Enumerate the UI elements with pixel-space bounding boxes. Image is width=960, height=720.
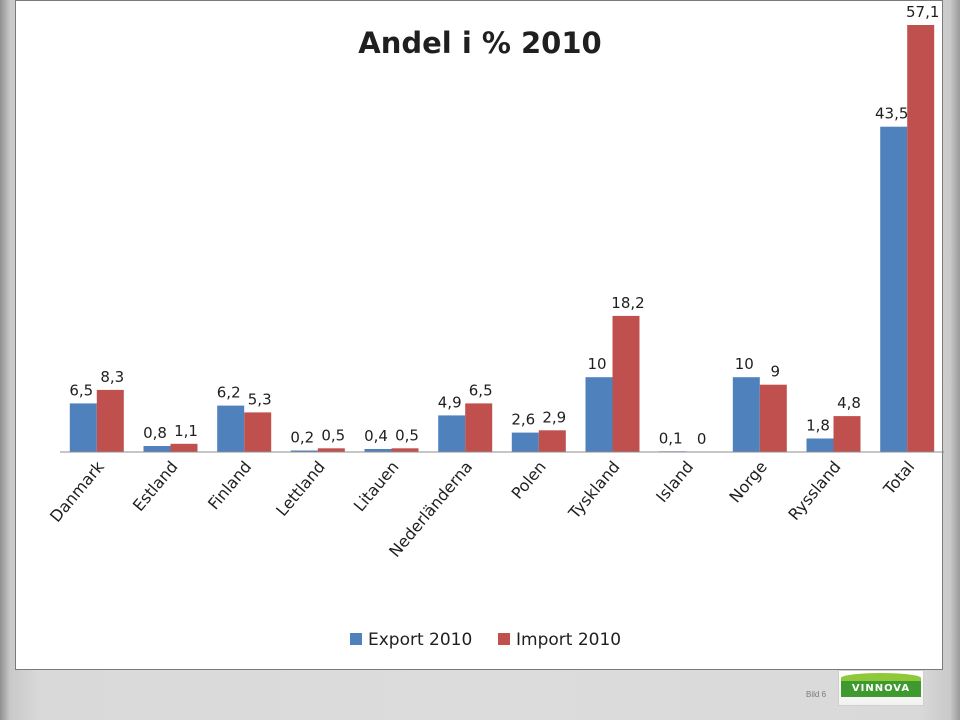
data-label-export-tyskland: 10 [587, 355, 606, 373]
data-label-import-total: 57,1 [906, 3, 939, 21]
bar-export-lettland [290, 450, 318, 452]
slide-number: Bild 6 [806, 690, 827, 699]
bar-import-polen [538, 430, 566, 452]
value-labels-group: 6,5 8,3 0,8 1,1 6,2 5,3 0,2 0,5 0,4 0,5 4,9 6,5 2,6 2… [69, 3, 939, 448]
x-tick-label-finland: Finland [204, 457, 255, 513]
data-label-import-nederlanderna: 6,5 [469, 381, 493, 399]
bar-export-danmark [69, 403, 97, 452]
x-tick-label-total: Total [879, 457, 918, 499]
x-tick-label-norge: Norge [725, 457, 770, 506]
legend-label-export: Export 2010 [368, 630, 472, 650]
data-label-export-polen: 2,6 [511, 411, 535, 429]
logo-text: VINNOVA [841, 681, 921, 697]
data-label-export-danmark: 6,5 [69, 381, 93, 399]
bar-import-nederlanderna [465, 403, 493, 452]
data-label-import-tyskland: 18,2 [611, 294, 644, 312]
data-label-import-finland: 5,3 [248, 390, 272, 408]
data-label-import-danmark: 8,3 [100, 368, 124, 386]
bar-import-finland [244, 412, 272, 452]
bar-export-total [880, 126, 908, 452]
bar-import-norge [759, 384, 787, 452]
data-label-export-finland: 6,2 [217, 384, 241, 402]
bar-export-estland [143, 446, 171, 452]
bar-import-tyskland [612, 315, 640, 452]
x-tick-label-danmark: Danmark [46, 457, 108, 526]
bar-chart: Andel i % 2010 6,5 8,3 0,8 1,1 6,2 5,3 0,2 0,5 0… [46, 3, 944, 650]
x-tick-label-lettland: Lettland [272, 457, 329, 519]
data-label-export-ryssland: 1,8 [806, 417, 830, 435]
bar-import-lettland [317, 448, 345, 452]
bar-export-litauen [364, 449, 392, 452]
x-tick-label-litauen: Litauen [350, 457, 403, 515]
x-tick-label-polen: Polen [507, 457, 549, 502]
bar-export-ryssland [806, 438, 834, 452]
vinnova-logo: VINNOVA [838, 670, 924, 706]
bar-import-litauen [391, 448, 419, 452]
bar-import-total [907, 25, 935, 452]
data-label-export-lettland: 0,2 [290, 429, 314, 447]
bar-export-nederlanderna [438, 415, 466, 452]
bar-import-danmark [96, 389, 124, 452]
data-label-export-norge: 10 [735, 355, 754, 373]
data-label-export-estland: 0,8 [143, 424, 167, 442]
data-label-export-nederlanderna: 4,9 [438, 393, 462, 411]
bar-import-ryssland [833, 416, 861, 452]
chart-title: Andel i % 2010 [358, 26, 601, 60]
data-label-export-island: 0,1 [659, 429, 683, 447]
data-label-import-estland: 1,1 [174, 422, 198, 440]
data-label-import-polen: 2,9 [542, 408, 566, 426]
data-label-import-ryssland: 4,8 [837, 394, 861, 412]
bars-group [69, 25, 935, 452]
bar-export-polen [511, 432, 539, 452]
data-label-import-island: 0 [697, 430, 707, 448]
chart-slide: Andel i % 2010 6,5 8,3 0,8 1,1 6,2 5,3 0,2 0,5 0… [15, 0, 944, 670]
x-tick-label-island: Island [652, 457, 697, 506]
legend-label-import: Import 2010 [516, 630, 621, 650]
legend: Export 2010 Import 2010 [350, 630, 621, 650]
data-label-export-total: 43,5 [875, 105, 908, 123]
x-tick-labels-group: Danmark Estland Finland Lettland LitauenNede… [46, 457, 918, 561]
data-label-export-litauen: 0,4 [364, 427, 388, 445]
bar-export-norge [732, 377, 760, 452]
logo-swoosh [841, 673, 921, 683]
data-label-import-lettland: 0,5 [321, 426, 345, 444]
legend-swatch-export [350, 633, 362, 645]
bar-import-estland [170, 443, 198, 452]
x-tick-label-tyskland: Tyskland [564, 457, 623, 523]
data-label-import-litauen: 0,5 [395, 426, 419, 444]
bar-export-finland [217, 405, 245, 452]
bar-export-tyskland [585, 377, 613, 452]
data-label-import-norge: 9 [771, 363, 781, 381]
x-tick-label-estland: Estland [129, 457, 182, 515]
legend-swatch-import [498, 633, 510, 645]
x-tick-label-ryssland: Ryssland [784, 457, 844, 524]
